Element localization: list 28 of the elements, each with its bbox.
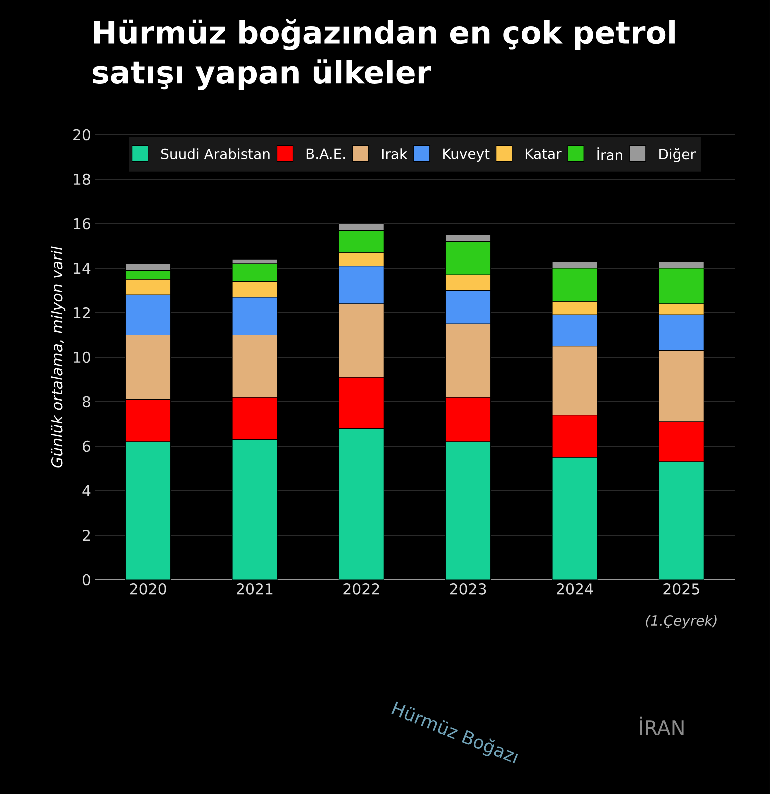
x-tick-label: 2020 [130,584,166,595]
legend-label: Irak [382,148,408,160]
legend-label: İran [598,148,622,161]
y-tick-label: 8 [82,396,90,408]
y-tick-label: 2 [83,530,90,542]
x-tick-label: 2022 [344,584,380,595]
x-tick-label: 2024 [557,584,594,595]
legend-label: Katar [526,148,562,160]
y-tick-label: 12 [74,307,90,319]
y-tick-label: 10 [74,352,90,364]
y-tick-label: 4 [82,486,91,496]
y-tick-label: 0 [82,574,90,586]
x-tick-label: 2025 [664,584,700,595]
x-tick-label: 2021 [237,584,273,595]
text: (1.Çeyrek) [646,615,717,629]
x-tick-label: 2023 [450,584,486,595]
y-tick-label: 20 [74,129,90,141]
legend-label: B.A.E. [306,148,346,160]
y-axis-title: Günlük ortalama, milyon varil [51,246,66,468]
y-tick-label: 6 [83,440,91,452]
chart-title: Hürmüz boğazından en çok petrol satışı yapan ülkeler [93,20,675,90]
legend-label: Diğer [660,148,696,162]
legend-label: Kuveyt [444,148,490,162]
text: İRAN [640,716,684,736]
y-tick-label: 14 [74,263,91,274]
y-tick-label: 16 [74,218,91,230]
legend-label: Suudi Arabistan [162,148,270,160]
y-tick-label: 18 [74,174,90,186]
